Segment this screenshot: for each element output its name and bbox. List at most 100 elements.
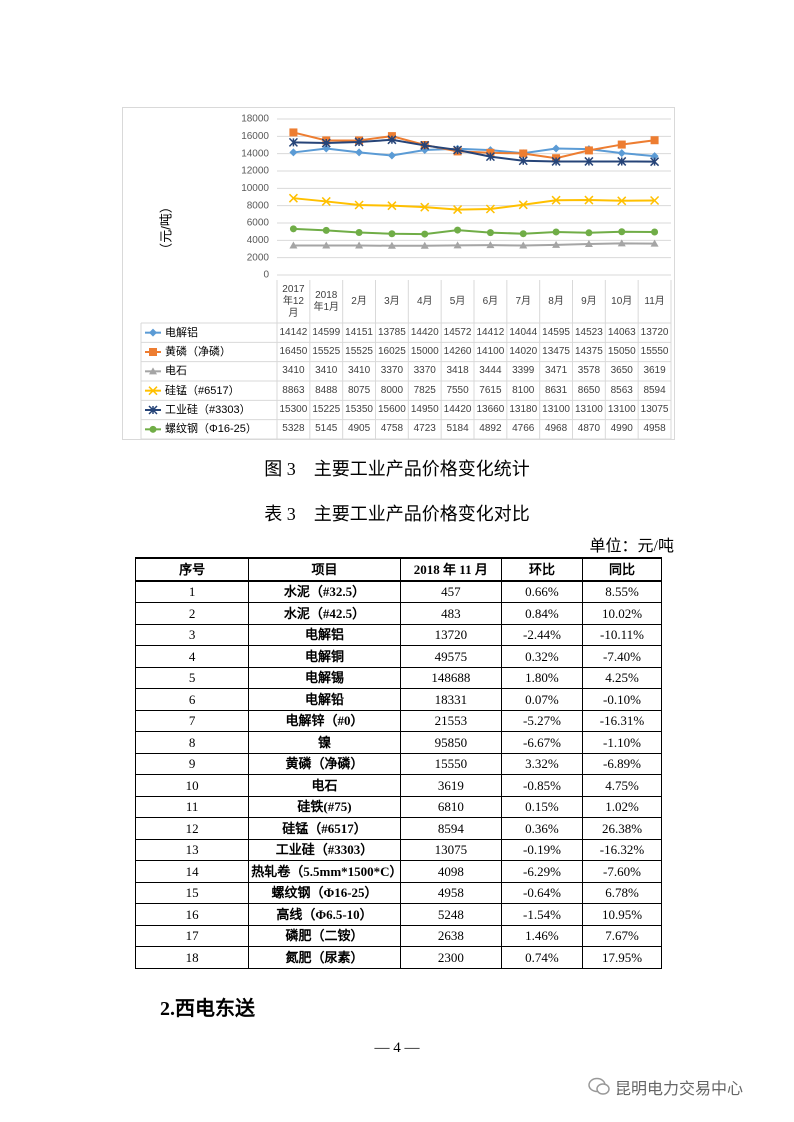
marker bbox=[387, 135, 397, 145]
table-value: 3619 bbox=[643, 365, 666, 377]
table-cell: 7 bbox=[134, 709, 250, 732]
table-row: 14 热轧卷（5.5mm*1500*C） 4098 -6.29% -7.60% bbox=[134, 860, 662, 883]
series bbox=[289, 128, 659, 163]
table-cell: -0.19% bbox=[500, 838, 584, 861]
table-cell: 10.95% bbox=[582, 903, 662, 926]
table-cell: 0.15% bbox=[500, 795, 584, 818]
table-value: 4766 bbox=[512, 423, 535, 435]
table-cell: 高线（Φ6.5-10） bbox=[248, 903, 401, 926]
series-line bbox=[293, 131, 655, 160]
table-cell: 10 bbox=[134, 774, 250, 797]
table-cell: 电解铜 bbox=[248, 645, 401, 668]
table-cell: 1 bbox=[134, 580, 250, 603]
marker bbox=[617, 149, 626, 158]
x-tick-label: 6月 bbox=[482, 295, 499, 307]
table-value: 4870 bbox=[577, 423, 601, 435]
table-caption: 表 3 主要工业产品价格变化对比 bbox=[264, 504, 530, 524]
series bbox=[289, 239, 659, 249]
table-value: 8563 bbox=[610, 384, 633, 396]
marker bbox=[552, 228, 560, 236]
table-header-cell: 项目 bbox=[248, 557, 401, 582]
table-value: 3650 bbox=[610, 365, 633, 377]
marker bbox=[387, 241, 396, 249]
table-value: 3410 bbox=[347, 365, 371, 377]
marker bbox=[288, 193, 298, 203]
table-row: 10 电石 3619 -0.85% 4.75% bbox=[134, 774, 662, 797]
legend-label: 黄磷（净磷） bbox=[165, 345, 231, 358]
table-cell: 483 bbox=[399, 602, 502, 625]
x-tick-label: 7月 bbox=[515, 295, 532, 307]
table-cell: -1.10% bbox=[582, 731, 662, 754]
table-cell: 0.32% bbox=[500, 645, 584, 668]
table-row: 1 水泥（#32.5） 457 0.66% 8.55% bbox=[134, 580, 662, 603]
table-value: 7825 bbox=[413, 384, 436, 396]
table-value: 13180 bbox=[509, 403, 538, 415]
table-cell: 0.07% bbox=[500, 688, 584, 711]
marker bbox=[519, 241, 528, 249]
marker bbox=[453, 145, 463, 155]
y-tick-label: 6000 bbox=[247, 218, 270, 229]
table-header-cell: 同比 bbox=[582, 557, 662, 582]
table-value: 14260 bbox=[443, 345, 472, 357]
table-value: 8631 bbox=[544, 384, 568, 396]
y-tick-label: 2000 bbox=[247, 252, 270, 263]
table-row: 3 电解铝 13720 -2.44% -10.11% bbox=[134, 623, 662, 646]
marker bbox=[485, 152, 495, 162]
series bbox=[289, 225, 659, 238]
table-row: 2 水泥（#42.5） 483 0.84% 10.02% bbox=[134, 602, 662, 625]
table-cell: 10.02% bbox=[582, 602, 662, 625]
table-value: 4958 bbox=[643, 423, 666, 435]
table-cell: -1.54% bbox=[500, 903, 584, 926]
table-value: 8100 bbox=[512, 384, 535, 396]
table-cell: 6810 bbox=[399, 795, 502, 818]
table-value: 15600 bbox=[378, 403, 406, 415]
table-cell: 26.38% bbox=[582, 817, 662, 840]
table-cell: 1.80% bbox=[500, 666, 584, 689]
table-value: 14595 bbox=[542, 326, 570, 338]
marker bbox=[518, 200, 528, 210]
table-cell: 3619 bbox=[399, 774, 502, 797]
table-value: 8863 bbox=[282, 384, 305, 396]
marker bbox=[519, 230, 527, 238]
x-tick-label: 10月 bbox=[611, 295, 633, 307]
marker bbox=[650, 136, 659, 145]
table-cell: 8 bbox=[134, 731, 250, 754]
chart-svg: 0 2000 4000 6000 8000 10000 12000 14000 16000 180… bbox=[140, 114, 672, 440]
marker bbox=[518, 156, 528, 166]
marker bbox=[355, 228, 363, 236]
table-header-cell: 序号 bbox=[134, 557, 250, 582]
table-value: 16450 bbox=[279, 345, 308, 357]
y-tick-label: 4000 bbox=[247, 235, 270, 246]
table-cell: 15550 bbox=[399, 752, 502, 775]
figure-caption: 图 3 主要工业产品价格变化统计 bbox=[264, 459, 530, 479]
table-cell: 电解锌（#0） bbox=[248, 709, 401, 732]
marker bbox=[354, 137, 364, 147]
marker bbox=[388, 230, 396, 238]
x-tick-label: 11月 bbox=[644, 295, 665, 307]
table-cell: 硅铁(#75) bbox=[248, 795, 401, 818]
table-value: 14151 bbox=[345, 326, 373, 338]
table-row: 7 电解锌（#0） 21553 -5.27% -16.31% bbox=[134, 709, 662, 732]
table-cell: 95850 bbox=[399, 731, 502, 754]
table-cell: 1.46% bbox=[500, 924, 584, 947]
marker bbox=[322, 241, 331, 249]
table-value: 13100 bbox=[542, 403, 570, 415]
marker bbox=[650, 152, 659, 161]
table-cell: 21553 bbox=[399, 709, 502, 732]
x-tick-label: 2月 bbox=[351, 295, 367, 307]
table-cell: 5 bbox=[134, 666, 250, 689]
marker bbox=[288, 137, 298, 147]
table-value: 7550 bbox=[446, 384, 469, 396]
series-line bbox=[293, 227, 655, 236]
table-header-cell: 环比 bbox=[500, 557, 584, 582]
table-value: 16025 bbox=[378, 345, 406, 357]
table-cell: 2300 bbox=[399, 946, 502, 969]
legend-label: 电石 bbox=[165, 365, 187, 378]
table-row: 12 硅锰（#6517） 8594 0.36% 26.38% bbox=[134, 817, 662, 840]
marker bbox=[617, 239, 626, 247]
y-tick-label: 16000 bbox=[241, 131, 269, 142]
table-cell: -16.31% bbox=[582, 709, 662, 732]
table-value: 8594 bbox=[643, 384, 666, 396]
table-cell: 13075 bbox=[399, 838, 502, 861]
